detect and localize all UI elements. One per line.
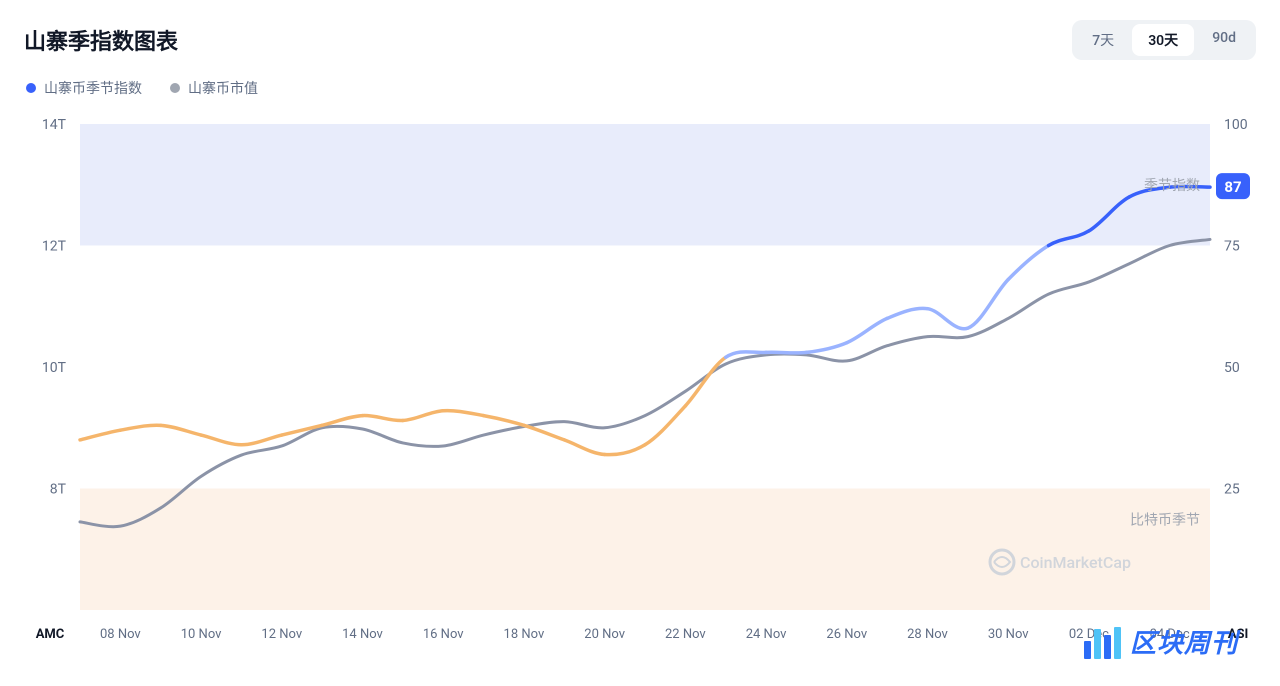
svg-text:26 Nov: 26 Nov bbox=[826, 627, 867, 642]
range-7d[interactable]: 7天 bbox=[1076, 24, 1130, 56]
svg-text:12 Nov: 12 Nov bbox=[261, 627, 302, 642]
svg-text:14 Nov: 14 Nov bbox=[342, 627, 383, 642]
svg-text:22 Nov: 22 Nov bbox=[665, 627, 706, 642]
legend-dot-index bbox=[26, 83, 36, 93]
chart-header: 山寨季指数图表 7天 30天 90d bbox=[24, 20, 1256, 60]
svg-text:16 Nov: 16 Nov bbox=[423, 627, 464, 642]
legend-label-marketcap: 山寨币市值 bbox=[188, 78, 258, 98]
chart-legend: 山寨币季节指数 山寨币市值 bbox=[24, 78, 1256, 98]
svg-text:30 Nov: 30 Nov bbox=[988, 627, 1029, 642]
brand-overlay-text: 区块周刊 bbox=[1130, 623, 1238, 660]
svg-text:25: 25 bbox=[1224, 482, 1240, 498]
svg-text:50: 50 bbox=[1224, 360, 1240, 376]
svg-text:AMC: AMC bbox=[36, 627, 65, 642]
line-chart: 8T 10T 12T 14T 25 50 75 100 08 Nov 10 Nov 12 Nov 14… bbox=[24, 110, 1256, 670]
svg-text:12T: 12T bbox=[42, 239, 67, 255]
legend-item-index: 山寨币季节指数 bbox=[26, 78, 142, 98]
svg-text:10T: 10T bbox=[42, 360, 67, 376]
svg-text:季节指数: 季节指数 bbox=[1144, 178, 1200, 194]
chart-area: 8T 10T 12T 14T 25 50 75 100 08 Nov 10 Nov 12 Nov 14… bbox=[24, 110, 1256, 670]
svg-text:87: 87 bbox=[1224, 178, 1241, 196]
svg-text:8T: 8T bbox=[50, 482, 67, 498]
svg-text:比特币季节: 比特币季节 bbox=[1130, 513, 1200, 529]
svg-text:08 Nov: 08 Nov bbox=[100, 627, 141, 642]
svg-text:CoinMarketCap: CoinMarketCap bbox=[1020, 553, 1131, 572]
svg-text:28 Nov: 28 Nov bbox=[907, 627, 948, 642]
svg-text:24 Nov: 24 Nov bbox=[746, 627, 787, 642]
range-90d[interactable]: 90d bbox=[1196, 24, 1252, 56]
time-range-selector: 7天 30天 90d bbox=[1072, 20, 1256, 60]
svg-text:10 Nov: 10 Nov bbox=[181, 627, 222, 642]
svg-text:14T: 14T bbox=[42, 117, 67, 133]
chart-title: 山寨季指数图表 bbox=[24, 24, 178, 56]
range-30d[interactable]: 30天 bbox=[1132, 24, 1194, 56]
brand-bars-icon bbox=[1080, 625, 1124, 659]
svg-text:18 Nov: 18 Nov bbox=[504, 627, 545, 642]
svg-text:100: 100 bbox=[1224, 117, 1248, 133]
legend-label-index: 山寨币季节指数 bbox=[44, 78, 142, 98]
svg-text:75: 75 bbox=[1224, 239, 1240, 255]
legend-dot-marketcap bbox=[170, 83, 180, 93]
svg-text:20 Nov: 20 Nov bbox=[584, 627, 625, 642]
brand-overlay: 区块周刊 bbox=[1080, 623, 1238, 660]
legend-item-marketcap: 山寨币市值 bbox=[170, 78, 258, 98]
